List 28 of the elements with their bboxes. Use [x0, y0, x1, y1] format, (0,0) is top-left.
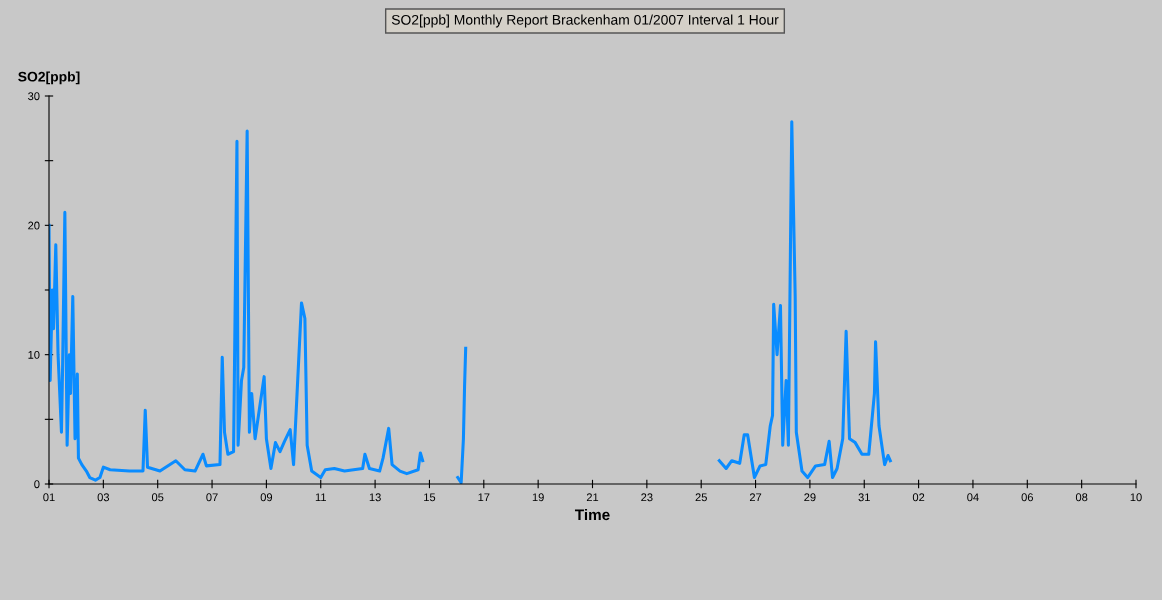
- y-tick-label: 10: [28, 350, 40, 359]
- x-axis-title: Time: [574, 508, 610, 521]
- x-tick-label: 10: [1130, 493, 1142, 502]
- x-tick-label: 11: [315, 493, 326, 502]
- y-tick-label: 0: [34, 480, 40, 489]
- x-tick-label: 27: [749, 493, 762, 502]
- x-tick-label: 06: [1021, 493, 1033, 502]
- x-tick-label: 01: [43, 493, 55, 502]
- x-tick-label: 13: [369, 493, 381, 502]
- x-tick-label: 31: [858, 493, 870, 502]
- x-tick-label: 05: [151, 493, 164, 502]
- x-tick-label: 02: [912, 493, 925, 502]
- x-tick-label: 07: [206, 493, 218, 502]
- x-tick-label: 04: [967, 493, 979, 502]
- x-tick-label: 08: [1075, 493, 1088, 502]
- x-tick-label: 19: [532, 493, 544, 502]
- y-axis-title: SO2[ppb]: [18, 71, 80, 85]
- x-tick-label: 21: [586, 493, 599, 502]
- x-tick-label: 29: [804, 493, 816, 502]
- x-tick-label: 17: [478, 493, 490, 502]
- x-tick-label: 15: [424, 493, 436, 502]
- x-tick-label: 23: [641, 493, 653, 502]
- x-tick-label: 25: [695, 493, 707, 502]
- chart-title: SO2[ppb] Monthly Report Brackenham 01/2007 Interval 1 Hour: [391, 14, 779, 28]
- y-tick-label: 20: [28, 221, 40, 230]
- x-tick-label: 09: [260, 493, 273, 502]
- x-tick-label: 03: [97, 493, 110, 502]
- y-tick-label: 30: [28, 92, 40, 101]
